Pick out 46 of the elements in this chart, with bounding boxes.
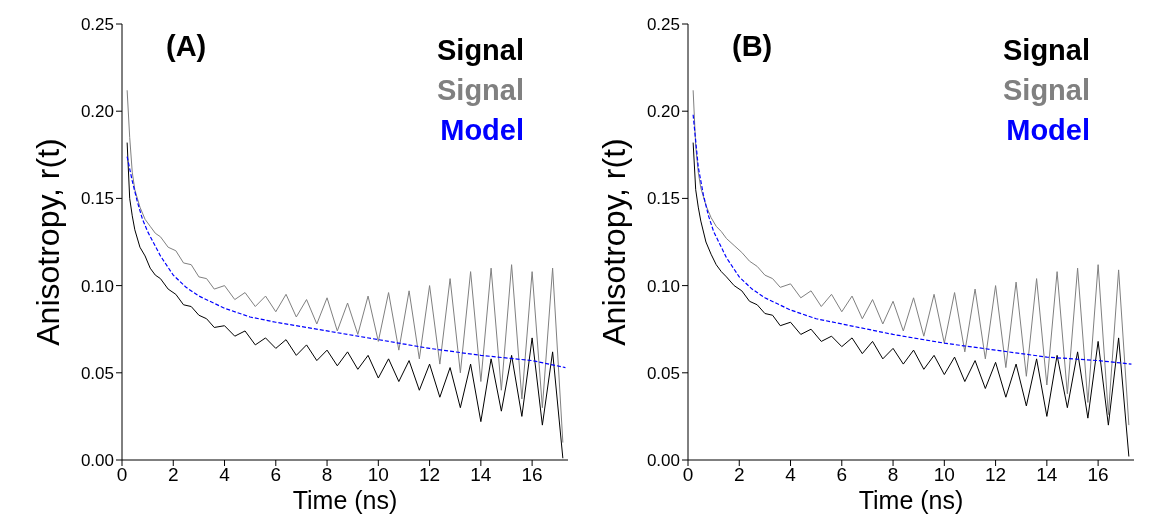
line-series [692, 114, 1133, 365]
y-tick-label: 0.20 [80, 102, 114, 122]
y-tick-label: 0.20 [646, 102, 680, 122]
x-tick-label: 2 [167, 464, 179, 486]
line-series [126, 155, 567, 369]
x-axis-title: Time (ns) [292, 486, 398, 514]
text: Model [439, 113, 524, 148]
x-tick-label: 2 [733, 464, 745, 486]
x-tick-label: 14 [470, 464, 492, 486]
x-tick-label: 12 [985, 464, 1007, 486]
y-tick-label: 0.00 [646, 451, 680, 471]
y-tick-label: 0.00 [80, 451, 114, 471]
y-axis-title: Anisotropy, r(t) [30, 138, 66, 346]
x-tick-label: 4 [785, 464, 797, 486]
x-tick-label: 6 [836, 464, 848, 486]
y-tick-label: 0.25 [80, 15, 114, 35]
x-tick-label: 10 [933, 464, 955, 486]
text: Signal [1002, 33, 1090, 68]
y-tick-label: 0.15 [646, 189, 680, 209]
x-axis-title: Time (ns) [858, 486, 964, 514]
x-tick-label: 8 [887, 464, 899, 486]
y-tick-label: 0.25 [646, 15, 680, 35]
x-tick-label: 14 [1036, 464, 1058, 486]
x-tick-label: 10 [367, 464, 389, 486]
chart-title: (A) [166, 30, 207, 63]
x-tick-label: 12 [419, 464, 441, 486]
y-tick-label: 0.10 [80, 276, 114, 296]
x-tick-label: 16 [521, 464, 543, 486]
x-tick-label: 0 [682, 464, 694, 486]
y-tick-label: 0.10 [646, 276, 680, 296]
line-series [126, 142, 564, 459]
text: Signal [1002, 73, 1090, 108]
y-axis-title: Anisotropy, r(t) [596, 138, 632, 346]
x-tick-label: 16 [1087, 464, 1109, 486]
x-tick-label: 4 [219, 464, 231, 486]
y-tick-label: 0.15 [80, 189, 114, 209]
y-tick-label: 0.05 [80, 363, 114, 383]
line-series [692, 142, 1130, 458]
text: Signal [436, 33, 524, 68]
text: Signal [436, 73, 524, 108]
x-tick-label: 6 [270, 464, 282, 486]
x-tick-label: 0 [116, 464, 128, 486]
y-tick-label: 0.05 [646, 363, 680, 383]
x-tick-label: 8 [321, 464, 333, 486]
text: Model [1005, 113, 1090, 148]
chart-title: (B) [732, 30, 773, 63]
